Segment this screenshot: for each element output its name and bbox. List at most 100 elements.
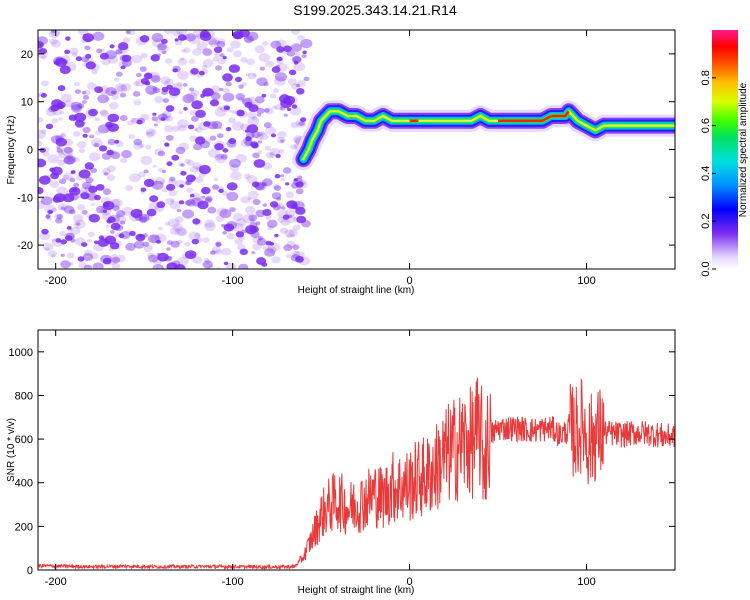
noise-blob <box>295 256 304 263</box>
noise-blob <box>82 126 91 134</box>
noise-blob <box>301 220 311 228</box>
noise-blob <box>121 206 134 216</box>
noise-blob <box>183 33 191 39</box>
noise-blob <box>38 117 44 123</box>
noise-blob <box>235 76 242 83</box>
noise-blob <box>211 184 220 190</box>
noise-blob <box>264 107 274 115</box>
colorbar <box>712 30 738 269</box>
noise-blob <box>155 53 161 58</box>
noise-blob <box>161 169 166 173</box>
noise-blob <box>45 214 51 218</box>
noise-blob <box>152 87 161 94</box>
noise-blob <box>222 191 229 196</box>
noise-blob <box>295 188 304 195</box>
noise-blob <box>80 186 89 193</box>
noise-blob <box>205 196 213 202</box>
noise-blob <box>189 87 195 92</box>
noise-blob <box>115 49 123 55</box>
noise-blob <box>81 91 86 95</box>
noise-blob <box>73 157 80 163</box>
noise-blob <box>202 59 214 68</box>
noise-blob <box>116 246 121 250</box>
noise-blob <box>161 90 168 95</box>
noise-blob <box>46 216 53 221</box>
noise-blob <box>152 112 157 116</box>
noise-blob <box>84 57 94 65</box>
noise-blob <box>59 133 66 139</box>
noise-blob <box>262 41 269 46</box>
noise-blob <box>202 260 213 269</box>
noise-blob <box>221 223 226 228</box>
noise-blob <box>209 99 220 107</box>
noise-blob <box>90 252 99 260</box>
noise-blob <box>252 236 262 244</box>
noise-blob <box>53 193 66 203</box>
noise-blob <box>222 56 227 60</box>
noise-blob <box>215 65 223 71</box>
noise-blob <box>115 140 124 148</box>
noise-blob <box>117 42 129 51</box>
noise-blob <box>237 244 246 251</box>
noise-blob <box>176 239 183 245</box>
noise-blob <box>256 113 262 117</box>
noise-blob <box>108 247 114 252</box>
x-tick-label: 0 <box>407 275 413 287</box>
noise-blob <box>245 225 257 235</box>
noise-blob <box>56 146 61 150</box>
noise-blob <box>194 176 204 183</box>
noise-blob <box>151 32 164 43</box>
noise-blob <box>189 193 195 198</box>
noise-blob <box>219 87 224 92</box>
noise-blob <box>140 78 149 85</box>
noise-blob <box>181 36 187 41</box>
noise-blob <box>140 52 148 59</box>
noise-blob <box>114 83 126 92</box>
noise-blob <box>214 154 223 161</box>
noise-blob <box>227 109 232 113</box>
snr-ylabel: SNR (10 * v/v) <box>6 418 17 482</box>
y-tick-label: 0 <box>27 145 33 157</box>
noise-blob <box>295 181 304 188</box>
noise-blob <box>274 233 279 238</box>
noise-blob <box>262 178 273 187</box>
noise-blob <box>226 232 235 240</box>
snr-line <box>38 377 675 570</box>
noise-blob <box>93 194 101 201</box>
noise-blob <box>246 227 256 236</box>
noise-blob <box>300 38 313 49</box>
noise-blob <box>235 93 245 101</box>
noise-blob <box>38 175 51 185</box>
noise-blob <box>141 215 148 220</box>
noise-blob <box>229 158 241 168</box>
noise-blob <box>60 206 65 210</box>
noise-blob <box>178 124 187 132</box>
noise-blob <box>59 230 66 237</box>
noise-blob <box>57 203 68 212</box>
noise-blob <box>177 34 187 41</box>
noise-blob <box>91 202 95 206</box>
noise-blob <box>150 75 161 83</box>
noise-blob <box>175 146 186 155</box>
noise-blob <box>114 240 122 247</box>
noise-blob <box>157 43 169 53</box>
noise-blob <box>219 209 232 219</box>
noise-blob <box>246 175 258 184</box>
chart-title: S199.2025.343.14.21.R14 <box>293 2 457 18</box>
noise-blob <box>270 201 279 208</box>
noise-blob <box>182 83 188 87</box>
noise-blob <box>142 241 150 247</box>
noise-blob <box>100 48 105 52</box>
noise-blob <box>158 226 163 231</box>
noise-blob <box>175 216 184 223</box>
noise-blob <box>244 35 254 43</box>
noise-blob <box>90 63 101 71</box>
noise-blob <box>261 181 268 187</box>
noise-blob <box>170 240 180 248</box>
noise-blob <box>94 240 99 245</box>
noise-blob <box>270 40 282 49</box>
noise-blob <box>216 153 224 160</box>
noise-blob <box>197 135 204 141</box>
noise-blob <box>264 145 272 151</box>
noise-blob <box>251 142 259 149</box>
